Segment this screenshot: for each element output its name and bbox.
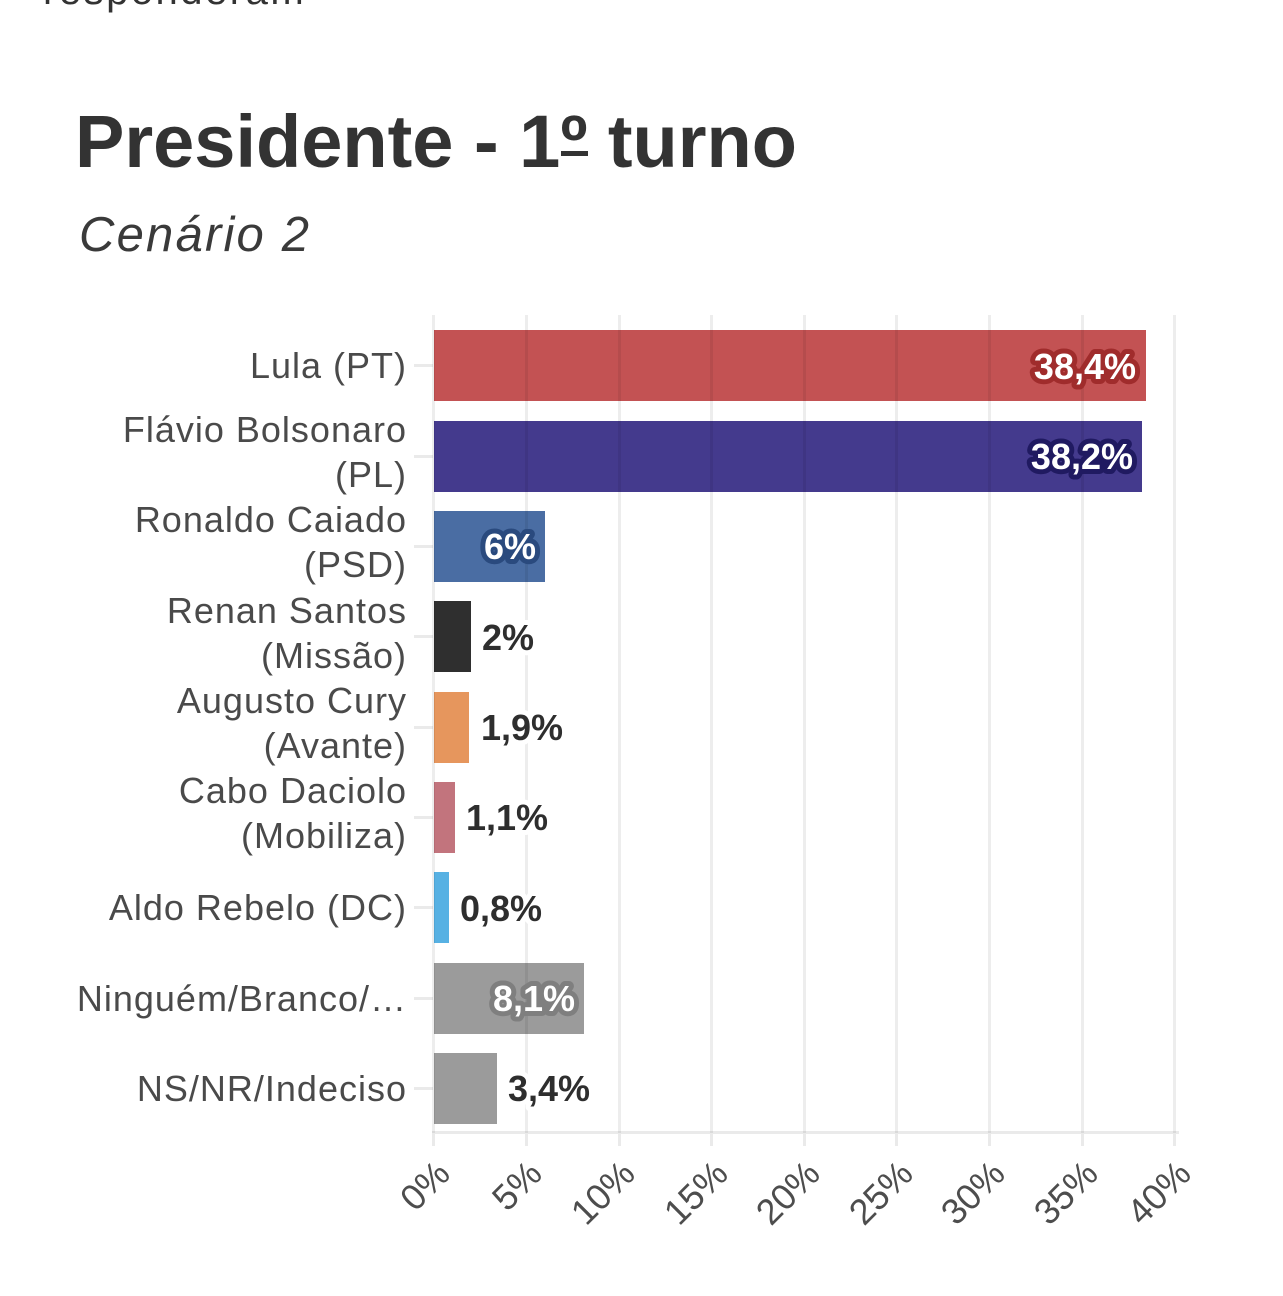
svg-text:38,4%: 38,4% [1034, 346, 1136, 387]
svg-text:1,9%: 1,9% [481, 707, 563, 748]
svg-text:1,1%: 1,1% [466, 797, 548, 838]
svg-text:3,4%: 3,4% [508, 1068, 590, 1109]
svg-text:6%: 6% [484, 526, 536, 567]
svg-text:8,1%: 8,1% [493, 978, 575, 1019]
svg-text:0,8%: 0,8% [460, 888, 542, 929]
svg-text:2%: 2% [482, 617, 534, 658]
svg-text:38,2%: 38,2% [1030, 436, 1132, 477]
